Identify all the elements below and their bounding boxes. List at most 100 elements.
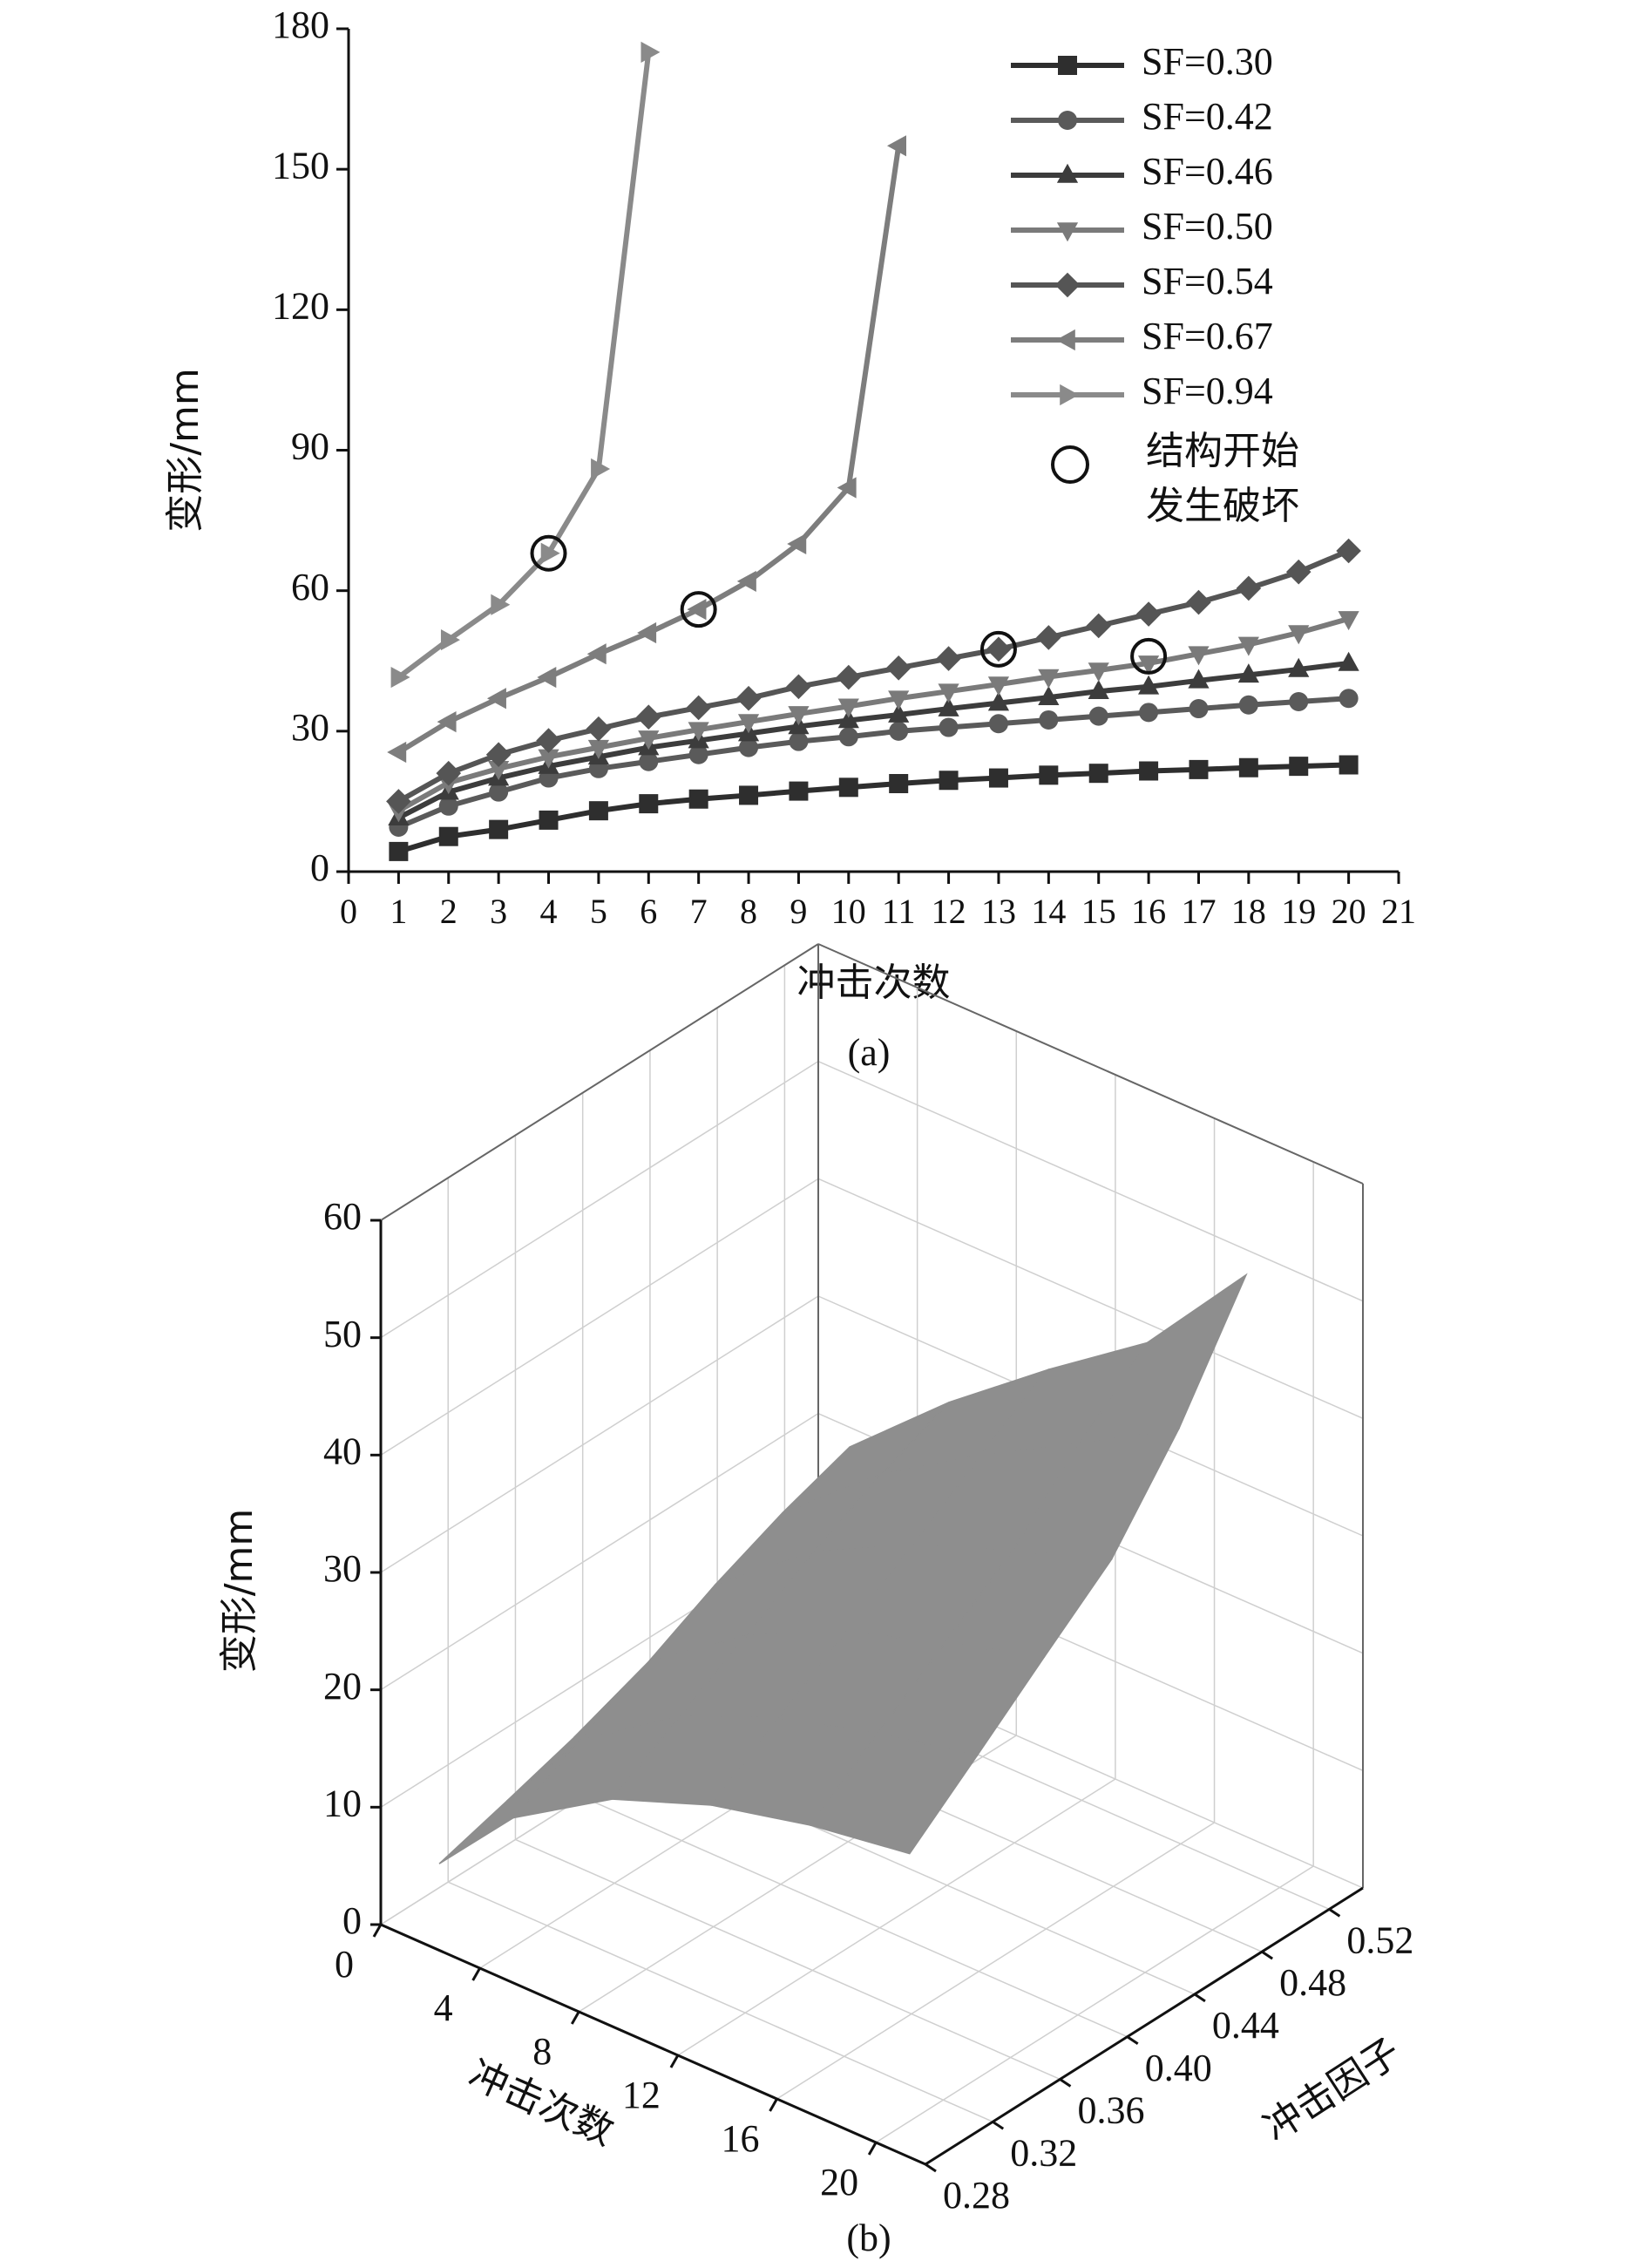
marker (387, 741, 407, 764)
marker (987, 691, 1010, 711)
marker (988, 714, 1008, 734)
x-tick (867, 2142, 878, 2156)
grid-line (447, 1881, 993, 2122)
x-tick-label: 6 (640, 892, 657, 931)
marker (1058, 56, 1077, 75)
series-line (396, 145, 902, 755)
marker (386, 789, 411, 814)
x-tick (769, 2098, 778, 2112)
marker (1338, 651, 1359, 671)
marker (489, 782, 509, 802)
failure-circle (530, 534, 567, 572)
marker (635, 704, 661, 730)
marker (786, 674, 811, 700)
marker (389, 841, 409, 861)
x-tick-label: 11 (882, 892, 916, 931)
marker (788, 706, 810, 726)
marker (837, 698, 859, 718)
marker (587, 739, 610, 759)
marker (838, 727, 858, 747)
marker (988, 768, 1008, 788)
y-tick (1328, 1908, 1341, 1918)
z-tick-label: 40 (323, 1429, 362, 1472)
marker (1237, 663, 1259, 683)
x-tick (669, 2054, 680, 2068)
marker (1054, 272, 1081, 298)
x-tick-label: 1 (390, 892, 407, 931)
x-tick (471, 1967, 481, 1981)
x-axis-label: 冲击次数 (797, 961, 951, 1005)
marker (1338, 611, 1359, 631)
axis-line (380, 1923, 926, 2166)
x-tick-label: 13 (981, 892, 1016, 931)
grid-line (380, 1178, 819, 1456)
legend-label: SF=0.42 (1142, 95, 1273, 138)
grid-line (776, 1822, 1215, 2100)
marker (888, 703, 910, 723)
z-tick-label: 10 (323, 1782, 362, 1824)
marker (537, 666, 557, 689)
legend-label: SF=0.30 (1142, 40, 1273, 83)
marker (1189, 699, 1209, 719)
x-tick-label: 4 (434, 1986, 453, 2029)
marker (1135, 601, 1162, 627)
x-tick-label: 8 (532, 2030, 552, 2073)
marker (1039, 710, 1059, 730)
x-tick-label: 15 (1081, 892, 1116, 931)
marker (1288, 657, 1310, 677)
marker (837, 709, 859, 729)
marker (1036, 625, 1061, 650)
y-tick-label: 0.52 (1346, 1918, 1413, 1961)
marker (539, 810, 559, 830)
marker (485, 742, 512, 767)
marker (889, 721, 909, 741)
x-tick-label: 4 (540, 892, 558, 931)
y-tick (1059, 2078, 1072, 2088)
marker (1189, 759, 1209, 779)
series-line (396, 51, 652, 680)
y-tick-label: 0.32 (1010, 2131, 1077, 2174)
y-tick-label: 0.48 (1279, 1961, 1346, 2004)
y-tick (1194, 1993, 1206, 2003)
grid-line (875, 1865, 1314, 2143)
marker (1038, 669, 1060, 689)
x-tick-label: 12 (622, 2074, 661, 2116)
x-tick-label: 10 (831, 892, 866, 931)
marker (390, 666, 410, 689)
marker (936, 646, 961, 671)
marker (787, 533, 807, 555)
y-tick (992, 2120, 1005, 2130)
y-axis-label: 变形/mm (163, 368, 207, 533)
legend-label: SF=0.54 (1142, 260, 1273, 302)
marker (588, 801, 608, 821)
marker (1056, 163, 1079, 183)
marker (438, 796, 458, 816)
marker (1188, 646, 1210, 666)
marker (687, 599, 707, 621)
legend-label: SF=0.67 (1142, 315, 1273, 357)
marker (939, 717, 959, 737)
y-tick-label: 150 (272, 144, 329, 187)
z-tick-label: 0 (342, 1899, 362, 1942)
marker (739, 737, 759, 757)
marker (1088, 764, 1108, 784)
marker (440, 628, 460, 651)
marker (735, 685, 762, 711)
x-tick-label: 12 (932, 892, 966, 931)
marker (1086, 613, 1112, 639)
marker (1238, 757, 1258, 778)
legend-label: SF=0.50 (1142, 205, 1273, 248)
marker (1038, 685, 1060, 705)
legend-label: SF=0.46 (1142, 150, 1273, 193)
y-tick (1261, 1950, 1273, 1960)
y-tick-label: 0 (310, 846, 329, 889)
marker (586, 716, 612, 742)
x-tick-label: 9 (790, 892, 807, 931)
marker (737, 714, 760, 734)
marker (688, 744, 708, 764)
marker (837, 477, 857, 499)
z-tick-label: 20 (323, 1665, 362, 1708)
marker (538, 749, 559, 769)
y-tick-label: 90 (291, 425, 329, 468)
